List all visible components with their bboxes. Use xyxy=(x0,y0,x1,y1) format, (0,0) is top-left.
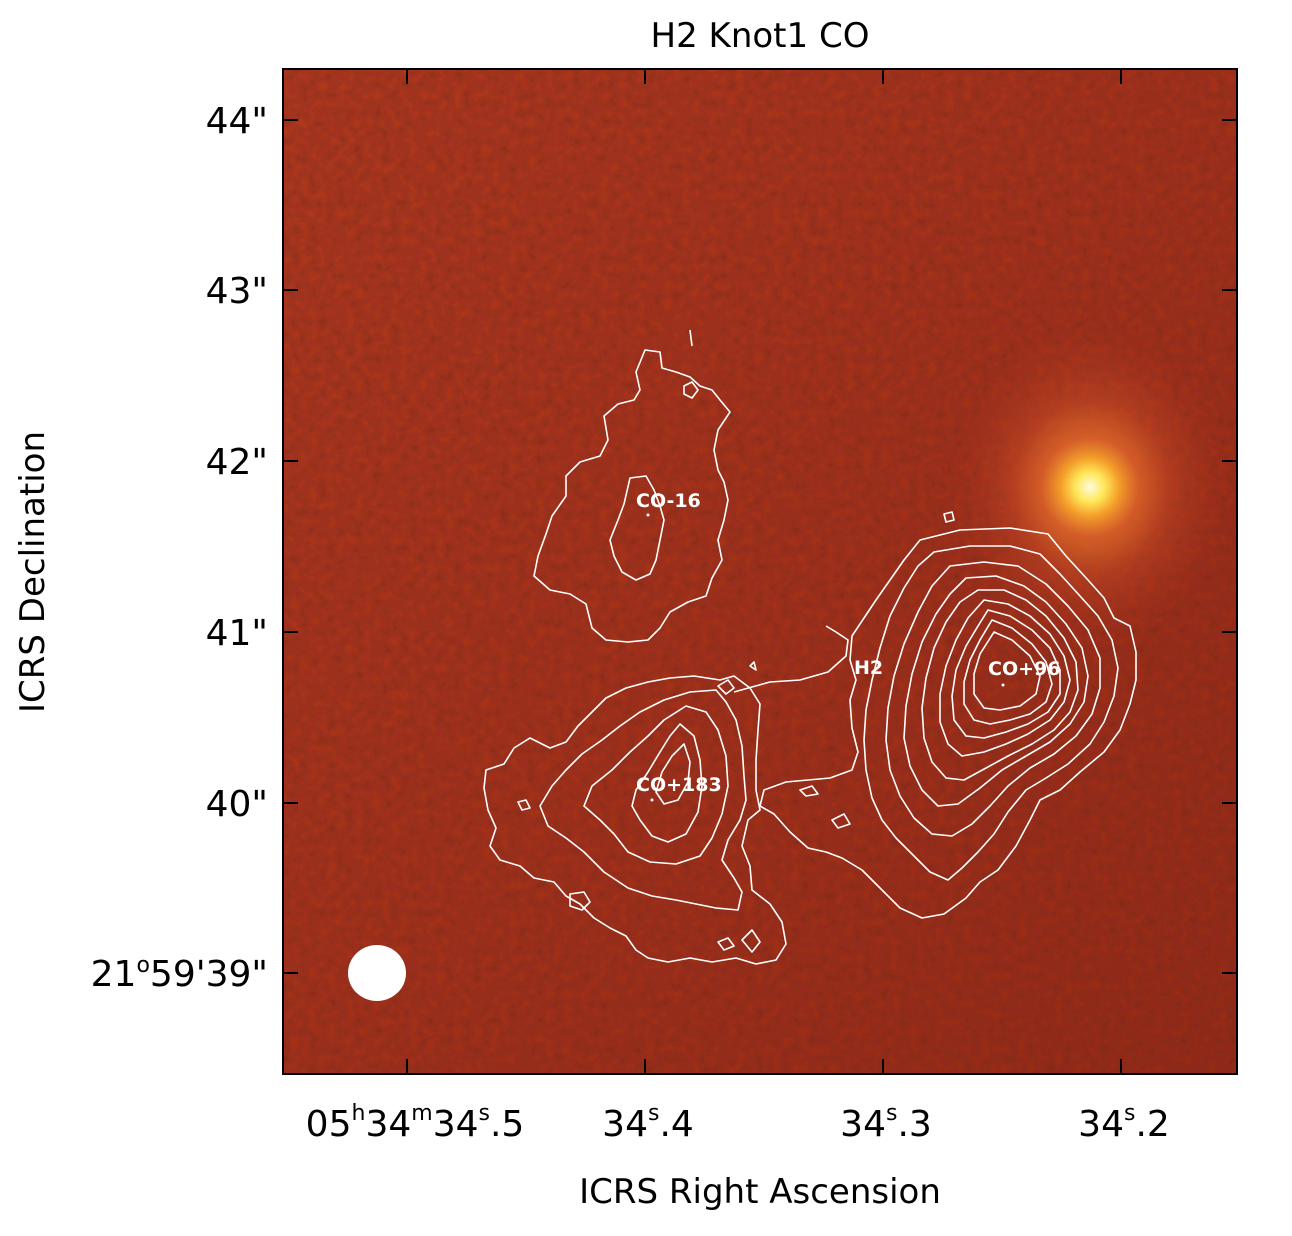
contour-line xyxy=(973,631,1041,711)
contour-line xyxy=(717,937,735,951)
x-tick-label: 34s.4 xyxy=(602,1101,694,1145)
contour-line xyxy=(539,689,747,911)
x-axis: 05h34m34s.5 34s.4 34s.3 34s.2 xyxy=(306,69,1170,1145)
contour-line xyxy=(963,619,1053,725)
contour-line xyxy=(609,475,665,581)
contour-line xyxy=(951,609,1061,739)
source-labels: CO-16 H2 CO+96 CO+183 xyxy=(636,490,1060,802)
contour-line xyxy=(569,891,591,911)
contours-co-183 xyxy=(483,675,787,965)
contour-line xyxy=(921,589,1079,781)
contour-line xyxy=(717,679,735,695)
x-tick-label-full: 05h34m34s.5 xyxy=(306,1101,525,1145)
source-marker xyxy=(646,513,650,517)
contour-line xyxy=(517,799,531,811)
contour-line xyxy=(689,329,693,347)
contour-line xyxy=(483,675,787,965)
contour-line xyxy=(749,661,757,671)
y-axis-label: ICRS Declination xyxy=(13,431,53,713)
source-label-co-96: CO+96 xyxy=(988,658,1060,680)
contour-line xyxy=(799,785,819,797)
contour-line xyxy=(939,599,1071,757)
contour-bridge xyxy=(733,625,849,693)
image-panel: CO-16 H2 CO+96 CO+183 xyxy=(283,69,1237,1074)
contour-line xyxy=(533,349,731,643)
contour-line xyxy=(903,575,1089,807)
x-tick-label: 34s.2 xyxy=(1078,1101,1170,1145)
contour-line xyxy=(885,561,1101,837)
bright-star xyxy=(1000,397,1180,577)
contour-line xyxy=(631,723,703,843)
contours-co-16 xyxy=(533,329,731,643)
y-tick-label-full: 21o59'39" xyxy=(91,953,268,995)
contours-co-96 xyxy=(759,511,1137,919)
contour-line xyxy=(683,381,699,399)
contour-line xyxy=(759,527,1137,919)
contour-line xyxy=(583,705,729,865)
contour-line xyxy=(741,929,761,953)
source-marker xyxy=(1001,683,1005,687)
y-tick-label: 43" xyxy=(206,271,268,312)
y-tick-label: 44" xyxy=(206,101,268,142)
beam-ellipse xyxy=(348,945,406,1001)
y-tick-label: 42" xyxy=(206,442,268,483)
plot-title: H2 Knot1 CO xyxy=(651,16,870,56)
y-tick-label: 41" xyxy=(206,613,268,654)
source-label-h2: H2 xyxy=(854,657,883,679)
plot-frame xyxy=(282,68,1238,1075)
y-tick-label: 40" xyxy=(206,784,268,825)
x-tick-label: 34s.3 xyxy=(840,1101,932,1145)
y-axis: 44" 43" 42" 41" 40" 21o59'39" xyxy=(91,101,1237,995)
contour-line xyxy=(863,545,1119,881)
contour-line xyxy=(655,743,691,805)
source-label-co-183: CO+183 xyxy=(636,774,722,796)
source-marker xyxy=(650,798,654,802)
source-label-co-16: CO-16 xyxy=(636,490,701,512)
contour-line xyxy=(943,511,955,523)
contour-line xyxy=(831,813,851,829)
x-axis-label: ICRS Right Ascension xyxy=(579,1172,941,1212)
